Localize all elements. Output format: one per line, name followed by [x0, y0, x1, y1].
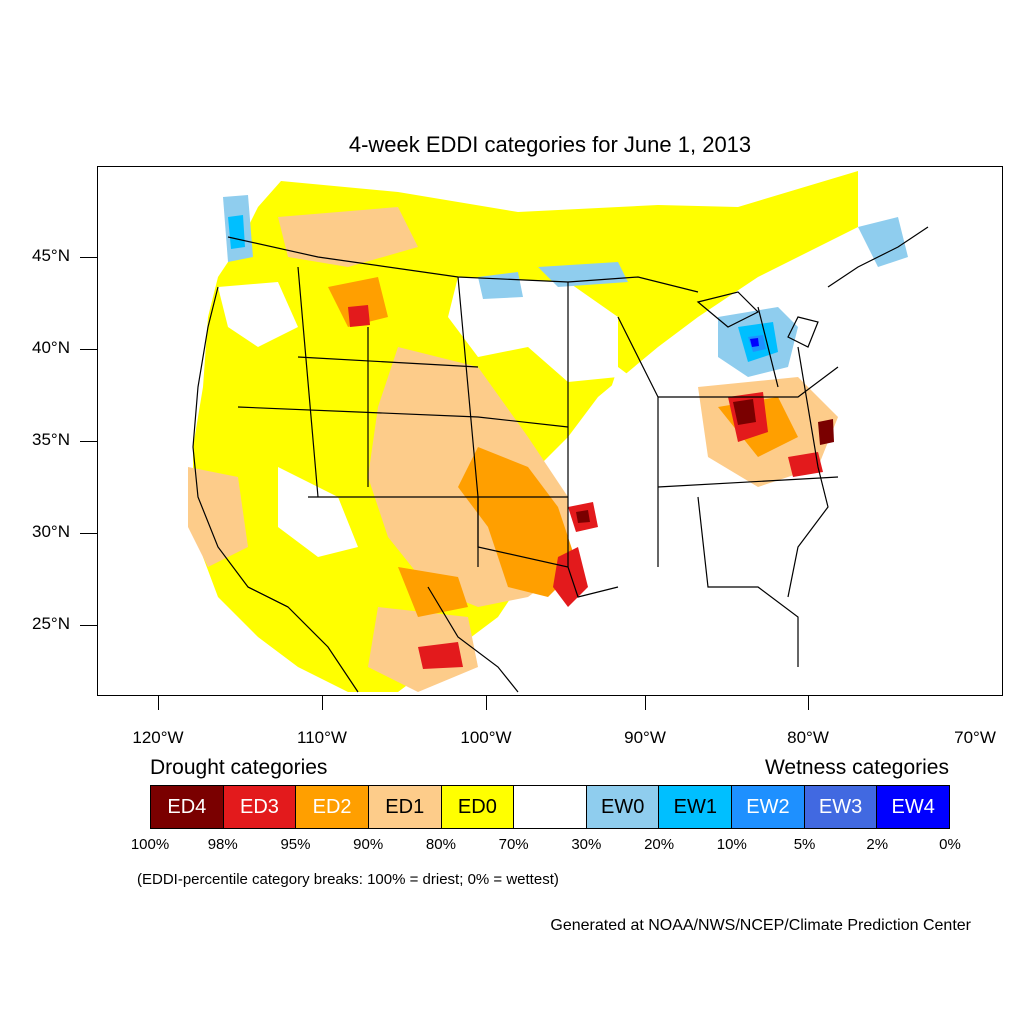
percentile-break-label: 0%	[939, 836, 961, 853]
legend-swatch: EW4	[877, 786, 950, 828]
lon-label: 120°W	[132, 728, 184, 747]
percentile-break-label: 95%	[280, 836, 311, 853]
percentile-break-label: 30%	[571, 836, 602, 853]
lon-tick	[645, 696, 646, 710]
lon-tick	[486, 696, 487, 710]
category-legend: ED4 ED3 ED2 ED1 ED0 EW0 EW1 EW2 EW3 EW4	[150, 785, 950, 829]
percentile-break-label: 2%	[866, 836, 889, 853]
lon-tick	[158, 696, 159, 710]
lat-tick	[80, 257, 97, 258]
lon-tick	[808, 696, 809, 710]
credit-line: Generated at NOAA/NWS/NCEP/Climate Predi…	[550, 917, 971, 934]
lon-label: 90°W	[624, 728, 666, 747]
lon-label: 110°W	[297, 728, 347, 747]
boundary-lines	[192, 226, 929, 693]
lat-tick	[80, 441, 97, 442]
lon-label: 80°W	[787, 728, 829, 747]
map-panel	[97, 166, 1003, 696]
legend-swatch: EW3	[804, 786, 878, 828]
lat-tick	[80, 625, 97, 626]
category-note: (EDDI-percentile category breaks: 100% =…	[137, 871, 559, 888]
legend-swatch: ED1	[368, 786, 442, 828]
drought-categories-heading: Drought categories	[150, 756, 328, 779]
legend-swatch: ED4	[151, 786, 224, 828]
percentile-break-label: 20%	[644, 836, 675, 853]
percentile-break-label: 98%	[207, 836, 238, 853]
lat-label: 40°N	[32, 338, 70, 357]
legend-swatch	[514, 786, 587, 828]
map-title: 4-week EDDI categories for June 1, 2013	[348, 132, 752, 157]
legend-swatch: EW1	[659, 786, 733, 828]
percentile-break-label: 90%	[353, 836, 384, 853]
percentile-break-label: 10%	[716, 836, 747, 853]
lat-label: 45°N	[32, 246, 70, 265]
lon-tick	[322, 696, 323, 710]
legend-swatch: EW2	[732, 786, 805, 828]
eddi-field	[188, 171, 908, 692]
legend-swatch: ED3	[223, 786, 297, 828]
lon-label: 100°W	[460, 728, 512, 747]
percentile-break-label: 100%	[130, 836, 170, 853]
legend-swatch: ED2	[296, 786, 369, 828]
percentile-break-label: 5%	[793, 836, 816, 853]
wetness-categories-heading: Wetness categories	[764, 756, 949, 779]
percentile-break-label: 80%	[425, 836, 456, 853]
lat-tick	[80, 349, 97, 350]
lat-label: 25°N	[32, 614, 70, 633]
percentile-break-label: 70%	[498, 836, 529, 853]
lat-label: 35°N	[32, 430, 70, 449]
eddi-map	[188, 171, 929, 693]
lat-label: 30°N	[32, 522, 70, 541]
lon-label: 70°W	[954, 728, 996, 747]
lat-tick	[80, 533, 97, 534]
legend-swatch: ED0	[441, 786, 515, 828]
legend-swatch: EW0	[586, 786, 660, 828]
